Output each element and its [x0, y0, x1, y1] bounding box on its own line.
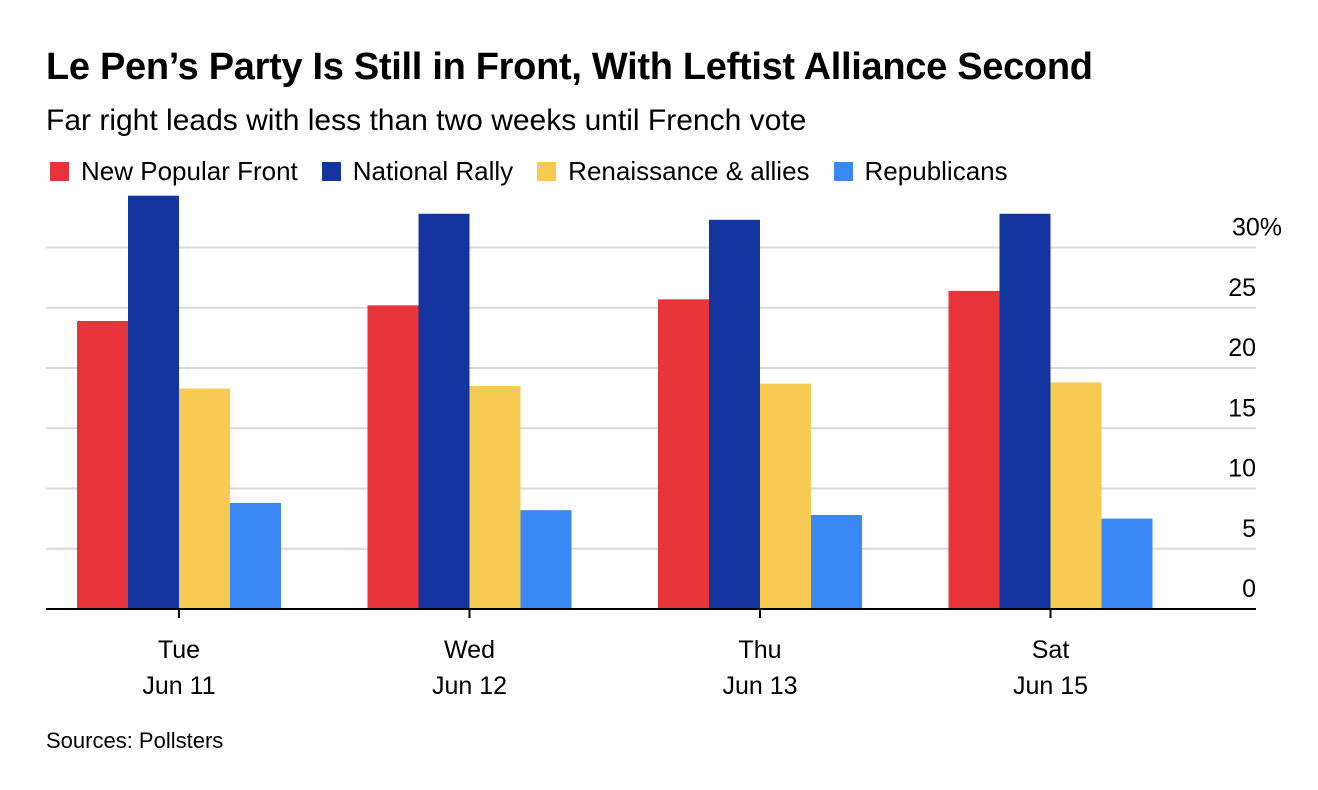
legend-item-republicans: Republicans [833, 156, 1008, 187]
legend-item-national-rally: National Rally [321, 156, 514, 187]
x-tick-label-date: Jun 13 [722, 672, 797, 700]
bar-national-rally-thu [709, 219, 760, 609]
chart-title: Le Pen’s Party Is Still in Front, With L… [46, 46, 1093, 88]
y-tick-label: 15 [1228, 394, 1256, 422]
legend-swatch [50, 162, 69, 181]
legend-item-new-popular-front: New Popular Front [50, 156, 298, 187]
chart-subtitle: Far right leads with less than two weeks… [46, 104, 807, 137]
bar-renaissance-allies-wed [469, 386, 521, 609]
legend-swatch [833, 162, 853, 181]
bar-new-popular-front-sat [948, 290, 1000, 609]
bar-new-popular-front-tue [77, 321, 128, 609]
bar-republicans-tue [230, 502, 281, 609]
legend-label: Renaissance & allies [568, 156, 810, 186]
y-tick-label: 25 [1228, 274, 1256, 302]
bars [77, 195, 1153, 609]
bar-new-popular-front-wed [367, 305, 419, 609]
y-tick-label: 5 [1242, 515, 1256, 543]
y-tick-label: 30% [1232, 214, 1282, 242]
bar-national-rally-tue [128, 195, 179, 609]
legend-swatch [537, 162, 557, 181]
x-axis-labels: Tue Jun 11 Wed Jun 12 Thu Jun 13 Sat Jun 15 [142, 636, 1088, 700]
bar-republicans-sat [1101, 518, 1153, 609]
bar-renaissance-allies-tue [179, 388, 230, 609]
legend-label: New Popular Front [81, 156, 298, 186]
y-tick-label: 20 [1228, 334, 1256, 362]
bar-renaissance-allies-sat [1050, 382, 1102, 609]
x-axis [46, 608, 1256, 618]
x-tick-label-day: Thu [738, 636, 781, 664]
legend-swatch [321, 162, 341, 181]
x-tick-label-date: Jun 12 [432, 672, 507, 700]
bar-republicans-thu [811, 515, 862, 609]
legend-item-renaissance: Renaissance & allies [537, 156, 810, 187]
bar-national-rally-sat [999, 213, 1051, 609]
legend: New Popular Front National Rally Renaiss… [50, 156, 1008, 187]
x-tick-label-date: Jun 15 [1013, 672, 1088, 700]
bar-republicans-wed [520, 510, 572, 609]
y-axis-ticks: 30% 25 20 15 10 5 0 [1228, 214, 1282, 604]
bar-national-rally-wed [418, 213, 470, 609]
y-tick-label: 10 [1228, 455, 1256, 483]
bar-renaissance-allies-thu [760, 383, 811, 609]
x-tick-label-day: Tue [158, 636, 200, 664]
y-tick-label: 0 [1242, 575, 1256, 603]
bar-new-popular-front-thu [658, 299, 709, 609]
x-tick-label-day: Sat [1032, 636, 1070, 664]
source-note: Sources: Pollsters [46, 728, 224, 753]
legend-label: Republicans [864, 156, 1008, 186]
x-tick-label-day: Wed [444, 636, 495, 664]
x-tick-label-date: Jun 11 [142, 672, 215, 700]
legend-label: National Rally [352, 156, 514, 186]
